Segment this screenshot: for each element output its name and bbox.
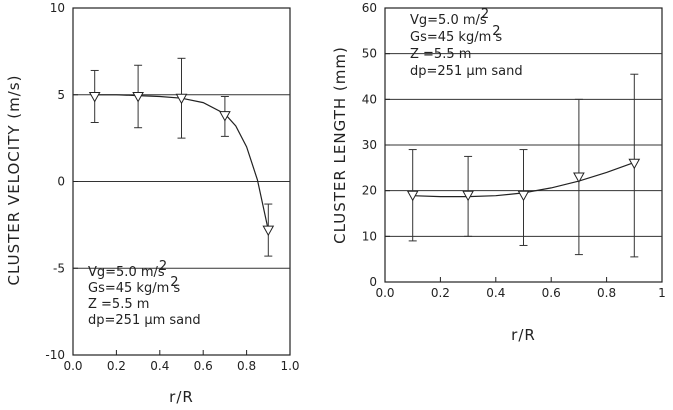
x-tick-label: 0.4: [486, 286, 505, 300]
x-tick-label: 0.4: [150, 359, 169, 373]
superscript: 2: [492, 24, 500, 39]
condition-annotation: Vg=5.0 m/s: [410, 13, 487, 28]
x-tick-label: 0.6: [194, 359, 213, 373]
x-tick-label: 0.8: [597, 286, 616, 300]
data-point-marker: [462, 190, 474, 202]
condition-annotation: Z =5.5 m: [410, 47, 471, 62]
cluster-velocity-chart: 0.0 0.2 0.4 0.6 0.8 1.0 -10 -5 0 5 10 r/R CLUSTER VE…: [5, 1, 300, 406]
data-point-marker: [628, 158, 641, 170]
superscript: 2: [170, 275, 178, 290]
condition-annotation: Z =5.5 m: [88, 297, 149, 312]
data-point-marker: [517, 190, 530, 202]
condition-annotation: dp=251 μm sand: [88, 313, 201, 328]
x-tick-label: 0.0: [375, 286, 394, 300]
data-point-marker: [406, 190, 419, 202]
data-point-marker: [175, 93, 188, 105]
x-tick-label: 1: [658, 286, 666, 300]
x-axis-title: r/R: [169, 388, 194, 406]
x-tick-label: 0.0: [63, 359, 82, 373]
condition-annotation: Gs=45 kg/m s: [88, 281, 180, 296]
x-tick-label: 0.6: [542, 286, 561, 300]
x-tick-label: 0.2: [107, 359, 126, 373]
y-tick-label: 60: [362, 1, 377, 15]
data-point-marker: [219, 111, 231, 122]
y-tick-label: 50: [362, 47, 377, 61]
condition-annotation: Vg=5.0 m/s: [88, 265, 165, 280]
x-tick-label: 1.0: [280, 359, 299, 373]
y-tick-label: 30: [362, 138, 377, 152]
y-axis-title: CLUSTER VELOCITY (m/s): [5, 75, 23, 286]
y-tick-label: 10: [362, 229, 377, 243]
y-axis-title: CLUSTER LENGTH (mm): [331, 46, 349, 244]
data-point-marker: [132, 91, 144, 103]
y-tick-label: 0: [369, 275, 377, 289]
fit-curve: [94, 94, 269, 231]
condition-annotation: dp=251 μm sand: [410, 64, 523, 79]
superscript: 2: [159, 259, 167, 274]
cluster-length-chart: 0.0 0.2 0.4 0.6 0.8 10102030405060r/RCLUSTER …: [331, 1, 666, 344]
condition-annotation: Gs=45 kg/m s: [410, 30, 502, 45]
y-tick-label: 10: [50, 1, 65, 15]
data-point-marker: [573, 172, 585, 183]
x-axis-title: r/R: [511, 326, 536, 344]
y-tick-label: -10: [45, 348, 65, 362]
y-tick-label: 20: [362, 184, 377, 198]
data-point-marker: [88, 91, 101, 103]
data-point-marker: [262, 225, 275, 237]
x-tick-label: 0.2: [431, 286, 450, 300]
x-tick-label: 0.8: [237, 359, 256, 373]
y-tick-label: 0: [57, 175, 65, 189]
superscript: 2: [481, 7, 489, 22]
y-tick-label: 5: [57, 88, 65, 102]
y-tick-label: -5: [53, 261, 65, 275]
y-tick-label: 40: [362, 92, 377, 106]
